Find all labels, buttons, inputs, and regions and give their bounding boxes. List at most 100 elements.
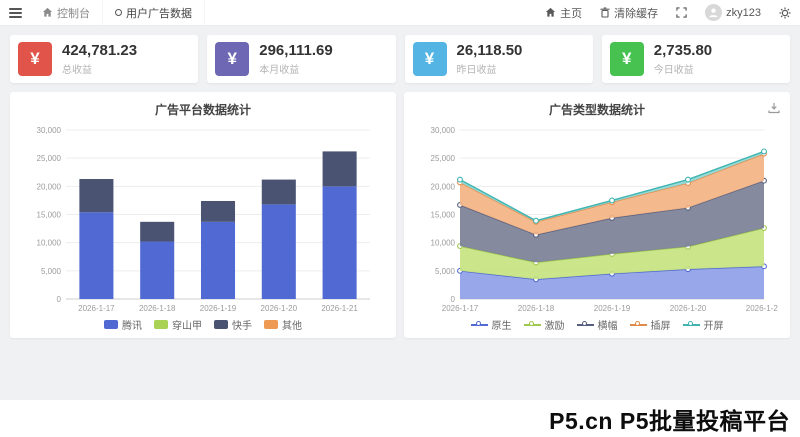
legend-swatch — [214, 320, 228, 329]
yen-icon: ¥ — [18, 42, 52, 76]
legend-label: 插屏 — [650, 321, 671, 332]
legend-item-腾讯[interactable]: 腾讯 — [104, 317, 142, 332]
legend-item-快手[interactable]: 快手 — [214, 317, 252, 332]
legend-swatch — [154, 320, 168, 329]
stat-card-month: ¥ 296,111.69 本月收益 — [207, 35, 396, 83]
chart-title: 广告类型数据统计 — [548, 103, 645, 117]
svg-text:10,000: 10,000 — [37, 239, 62, 248]
clear-cache-label: 清除缓存 — [614, 7, 659, 20]
stat-label: 本月收益 — [259, 65, 300, 76]
topbar: 控制台 用户广告数据 主页 清除缓存 zky123 — [0, 0, 800, 26]
stat-cards-row: ¥ 424,781.23 总收益 ¥ 296,111.69 本月收益 ¥ 26,… — [0, 26, 800, 83]
bar-chart-canvas: 0 5,000 10,000 15,000 20,000 25,000 30,000 2026… — [37, 126, 370, 313]
home-button[interactable]: 主页 — [536, 0, 591, 26]
adtype-chart-legend: 原生 激励 横幅 插屏 开屏 — [404, 317, 790, 332]
stat-value: 424,781.23 — [62, 42, 138, 59]
download-button[interactable] — [768, 101, 780, 119]
yen-icon: ¥ — [609, 42, 644, 76]
platform-chart-legend: 腾讯 穿山甲 快手 其他 — [10, 317, 396, 332]
legend-label: 快手 — [232, 321, 252, 332]
area-chart-canvas: 0 5,000 10,000 15,000 20,000 25,000 30,000 2026… — [431, 126, 778, 313]
active-tab-dot-icon — [115, 9, 122, 16]
legend-marker-icon — [581, 321, 587, 326]
legend-item-其他[interactable]: 其他 — [264, 317, 302, 332]
home-button-label: 主页 — [560, 7, 583, 20]
legend-swatch — [264, 320, 278, 329]
tab-user-ad-data-label: 用户广告数据 — [126, 7, 192, 20]
user-icon — [709, 8, 718, 18]
legend-swatch — [104, 320, 118, 329]
legend-marker-icon — [528, 321, 534, 326]
tab-console[interactable]: 控制台 — [30, 0, 103, 26]
tab-user-ad-data[interactable]: 用户广告数据 — [103, 0, 205, 26]
svg-text:5,000: 5,000 — [435, 267, 456, 276]
legend-label: 横幅 — [597, 321, 618, 332]
tab-console-label: 控制台 — [57, 7, 90, 20]
svg-text:2026-1-19: 2026-1-19 — [594, 304, 631, 313]
legend-item-原生[interactable]: 原生 — [470, 317, 512, 332]
svg-text:0: 0 — [451, 295, 456, 304]
svg-text:30,000: 30,000 — [37, 126, 62, 135]
watermark: P5.cn P5批量投稿平台 — [549, 407, 790, 434]
svg-text:2026-1-18: 2026-1-18 — [139, 304, 176, 313]
svg-text:2026-1-18: 2026-1-18 — [518, 304, 555, 313]
stat-card-yesterday: ¥ 26,118.50 昨日收益 — [404, 35, 593, 83]
fullscreen-button[interactable] — [667, 0, 696, 26]
legend-swatch — [523, 321, 541, 326]
gear-icon — [779, 7, 791, 18]
stat-label: 昨日收益 — [456, 65, 497, 76]
yen-icon: ¥ — [215, 42, 250, 76]
platform-bar-chart: 0 5,000 10,000 15,000 20,000 25,000 30,000 2026… — [10, 122, 396, 316]
svg-text:2026-1-20: 2026-1-20 — [261, 304, 298, 313]
svg-text:2026-1-20: 2026-1-20 — [670, 304, 707, 313]
stat-value: 2,735.80 — [653, 42, 713, 59]
svg-text:2026-1-17: 2026-1-17 — [442, 304, 479, 313]
legend-item-激励[interactable]: 激励 — [523, 317, 565, 332]
svg-text:30,000: 30,000 — [431, 126, 456, 135]
legend-label: 激励 — [544, 321, 565, 332]
username: zky123 — [726, 6, 761, 19]
svg-text:2026-1-19: 2026-1-19 — [200, 304, 237, 313]
adtype-chart-card: 广告类型数据统计 0 5,000 10,000 15,000 20,000 25,000 3… — [404, 92, 790, 338]
user-menu[interactable]: zky123 — [696, 0, 770, 26]
stat-value: 26,118.50 — [456, 42, 523, 59]
svg-text:25,000: 25,000 — [37, 154, 62, 163]
legend-swatch — [576, 321, 594, 326]
legend-label: 开屏 — [703, 321, 724, 332]
stat-label: 今日收益 — [653, 65, 694, 76]
legend-item-开屏[interactable]: 开屏 — [682, 317, 724, 332]
svg-text:2026-1-21: 2026-1-21 — [746, 304, 778, 313]
stat-value: 296,111.69 — [259, 42, 333, 59]
svg-text:0: 0 — [57, 295, 62, 304]
legend-swatch — [682, 321, 700, 326]
yen-icon: ¥ — [412, 42, 447, 76]
legend-label: 穿山甲 — [172, 321, 202, 332]
footer: P5.cn P5批量投稿平台 — [0, 400, 800, 437]
stat-card-today: ¥ 2,735.80 今日收益 — [601, 35, 790, 83]
menu-toggle-icon[interactable] — [0, 7, 30, 18]
svg-text:2026-1-17: 2026-1-17 — [78, 304, 115, 313]
legend-marker-icon — [475, 321, 481, 326]
chart-title: 广告平台数据统计 — [154, 103, 251, 117]
fullscreen-icon — [676, 7, 687, 18]
clear-cache-button[interactable]: 清除缓存 — [591, 0, 667, 26]
settings-button[interactable] — [770, 0, 800, 26]
legend-swatch — [629, 321, 647, 326]
svg-text:2026-1-21: 2026-1-21 — [321, 304, 358, 313]
svg-text:15,000: 15,000 — [431, 211, 456, 220]
stat-card-total: ¥ 424,781.23 总收益 — [10, 35, 199, 83]
svg-text:20,000: 20,000 — [37, 182, 62, 191]
svg-text:5,000: 5,000 — [41, 267, 62, 276]
legend-label: 其他 — [282, 321, 302, 332]
adtype-area-chart: 0 5,000 10,000 15,000 20,000 25,000 30,000 2026… — [404, 122, 790, 316]
legend-item-横幅[interactable]: 横幅 — [576, 317, 618, 332]
platform-chart-card: 广告平台数据统计 0 5,000 10,000 15,000 20,000 25,000 3… — [10, 92, 396, 338]
svg-text:25,000: 25,000 — [431, 154, 456, 163]
legend-item-穿山甲[interactable]: 穿山甲 — [154, 317, 202, 332]
legend-item-插屏[interactable]: 插屏 — [629, 317, 671, 332]
home-icon — [42, 7, 53, 17]
home-icon — [546, 7, 556, 17]
stat-label: 总收益 — [62, 65, 92, 76]
svg-text:10,000: 10,000 — [431, 239, 456, 248]
legend-marker-icon — [634, 321, 640, 326]
